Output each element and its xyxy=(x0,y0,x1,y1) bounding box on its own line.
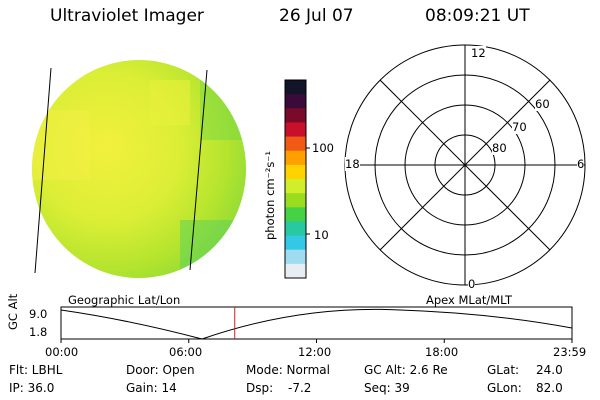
dsp-value: -7.2 xyxy=(288,381,312,395)
colorbar-band xyxy=(285,164,306,180)
tick-06-00: 06:00 xyxy=(169,345,203,359)
mlt-12-label: 12 xyxy=(471,46,486,60)
gc-alt-status: GC Alt: 2.6 Re xyxy=(364,363,448,377)
longitude-line-right xyxy=(189,69,208,271)
ip-status: IP: 36.0 xyxy=(9,381,55,395)
mlt-18-label: 18 xyxy=(345,157,360,171)
colorbar-band xyxy=(285,108,306,123)
mode-status: Mode: Normal xyxy=(246,363,330,377)
door-status: Door: Open xyxy=(126,363,195,377)
timeline-y-min: 1.8 xyxy=(29,325,48,339)
apex-label: Apex MLat/MLT xyxy=(426,293,513,307)
colorbar-band xyxy=(285,263,306,279)
timeline-y-label: GC Alt xyxy=(6,293,20,330)
tick-12-00: 12:00 xyxy=(298,345,332,359)
timeline-y-max: 9.0 xyxy=(29,307,48,321)
colorbar-band xyxy=(285,193,306,208)
colorbar-band xyxy=(285,136,306,152)
mlt-6-label: 6 xyxy=(577,157,585,171)
colorbar-band xyxy=(285,179,306,194)
tick-18-00: 18:00 xyxy=(425,345,459,359)
colorbar-band xyxy=(285,249,306,265)
lat-80-label: 80 xyxy=(492,141,507,155)
title: Ultraviolet Imager xyxy=(50,6,204,26)
colorbar-band xyxy=(285,80,306,95)
geographic-label: Geographic Lat/Lon xyxy=(68,293,181,307)
tick-00-00: 00:00 xyxy=(45,345,79,359)
colorbar-band xyxy=(285,235,306,251)
colorbar-band xyxy=(285,150,306,166)
date: 26 Jul 07 xyxy=(279,6,354,26)
glon-label: GLon: xyxy=(487,381,522,395)
gain-status: Gain: 14 xyxy=(126,381,177,395)
glon-value: 82.0 xyxy=(536,381,563,395)
time: 08:09:21 UT xyxy=(425,6,530,26)
glat-value: 24.0 xyxy=(536,363,563,377)
colorbar-tick-100: 100 xyxy=(312,141,334,155)
dsp-label: Dsp: xyxy=(246,381,274,395)
colorbar-band xyxy=(285,221,306,237)
glat-label: GLat: xyxy=(487,363,520,377)
seq-status: Seq: 39 xyxy=(364,381,410,395)
mlt-0-label: 0 xyxy=(468,277,476,291)
colorbar-bands xyxy=(285,80,306,279)
tick-23-59: 23:59 xyxy=(553,345,587,359)
lat-70-label: 70 xyxy=(512,120,527,134)
colorbar-tick-10: 10 xyxy=(314,228,329,242)
longitude-line-left xyxy=(34,67,52,274)
lat-60-label: 60 xyxy=(535,97,550,111)
flt-status: Flt: LBHL xyxy=(9,363,63,377)
colorbar-band xyxy=(285,122,306,138)
altitude-curve xyxy=(60,308,573,340)
colorbar-band xyxy=(285,207,306,222)
colorbar-band xyxy=(285,94,306,109)
